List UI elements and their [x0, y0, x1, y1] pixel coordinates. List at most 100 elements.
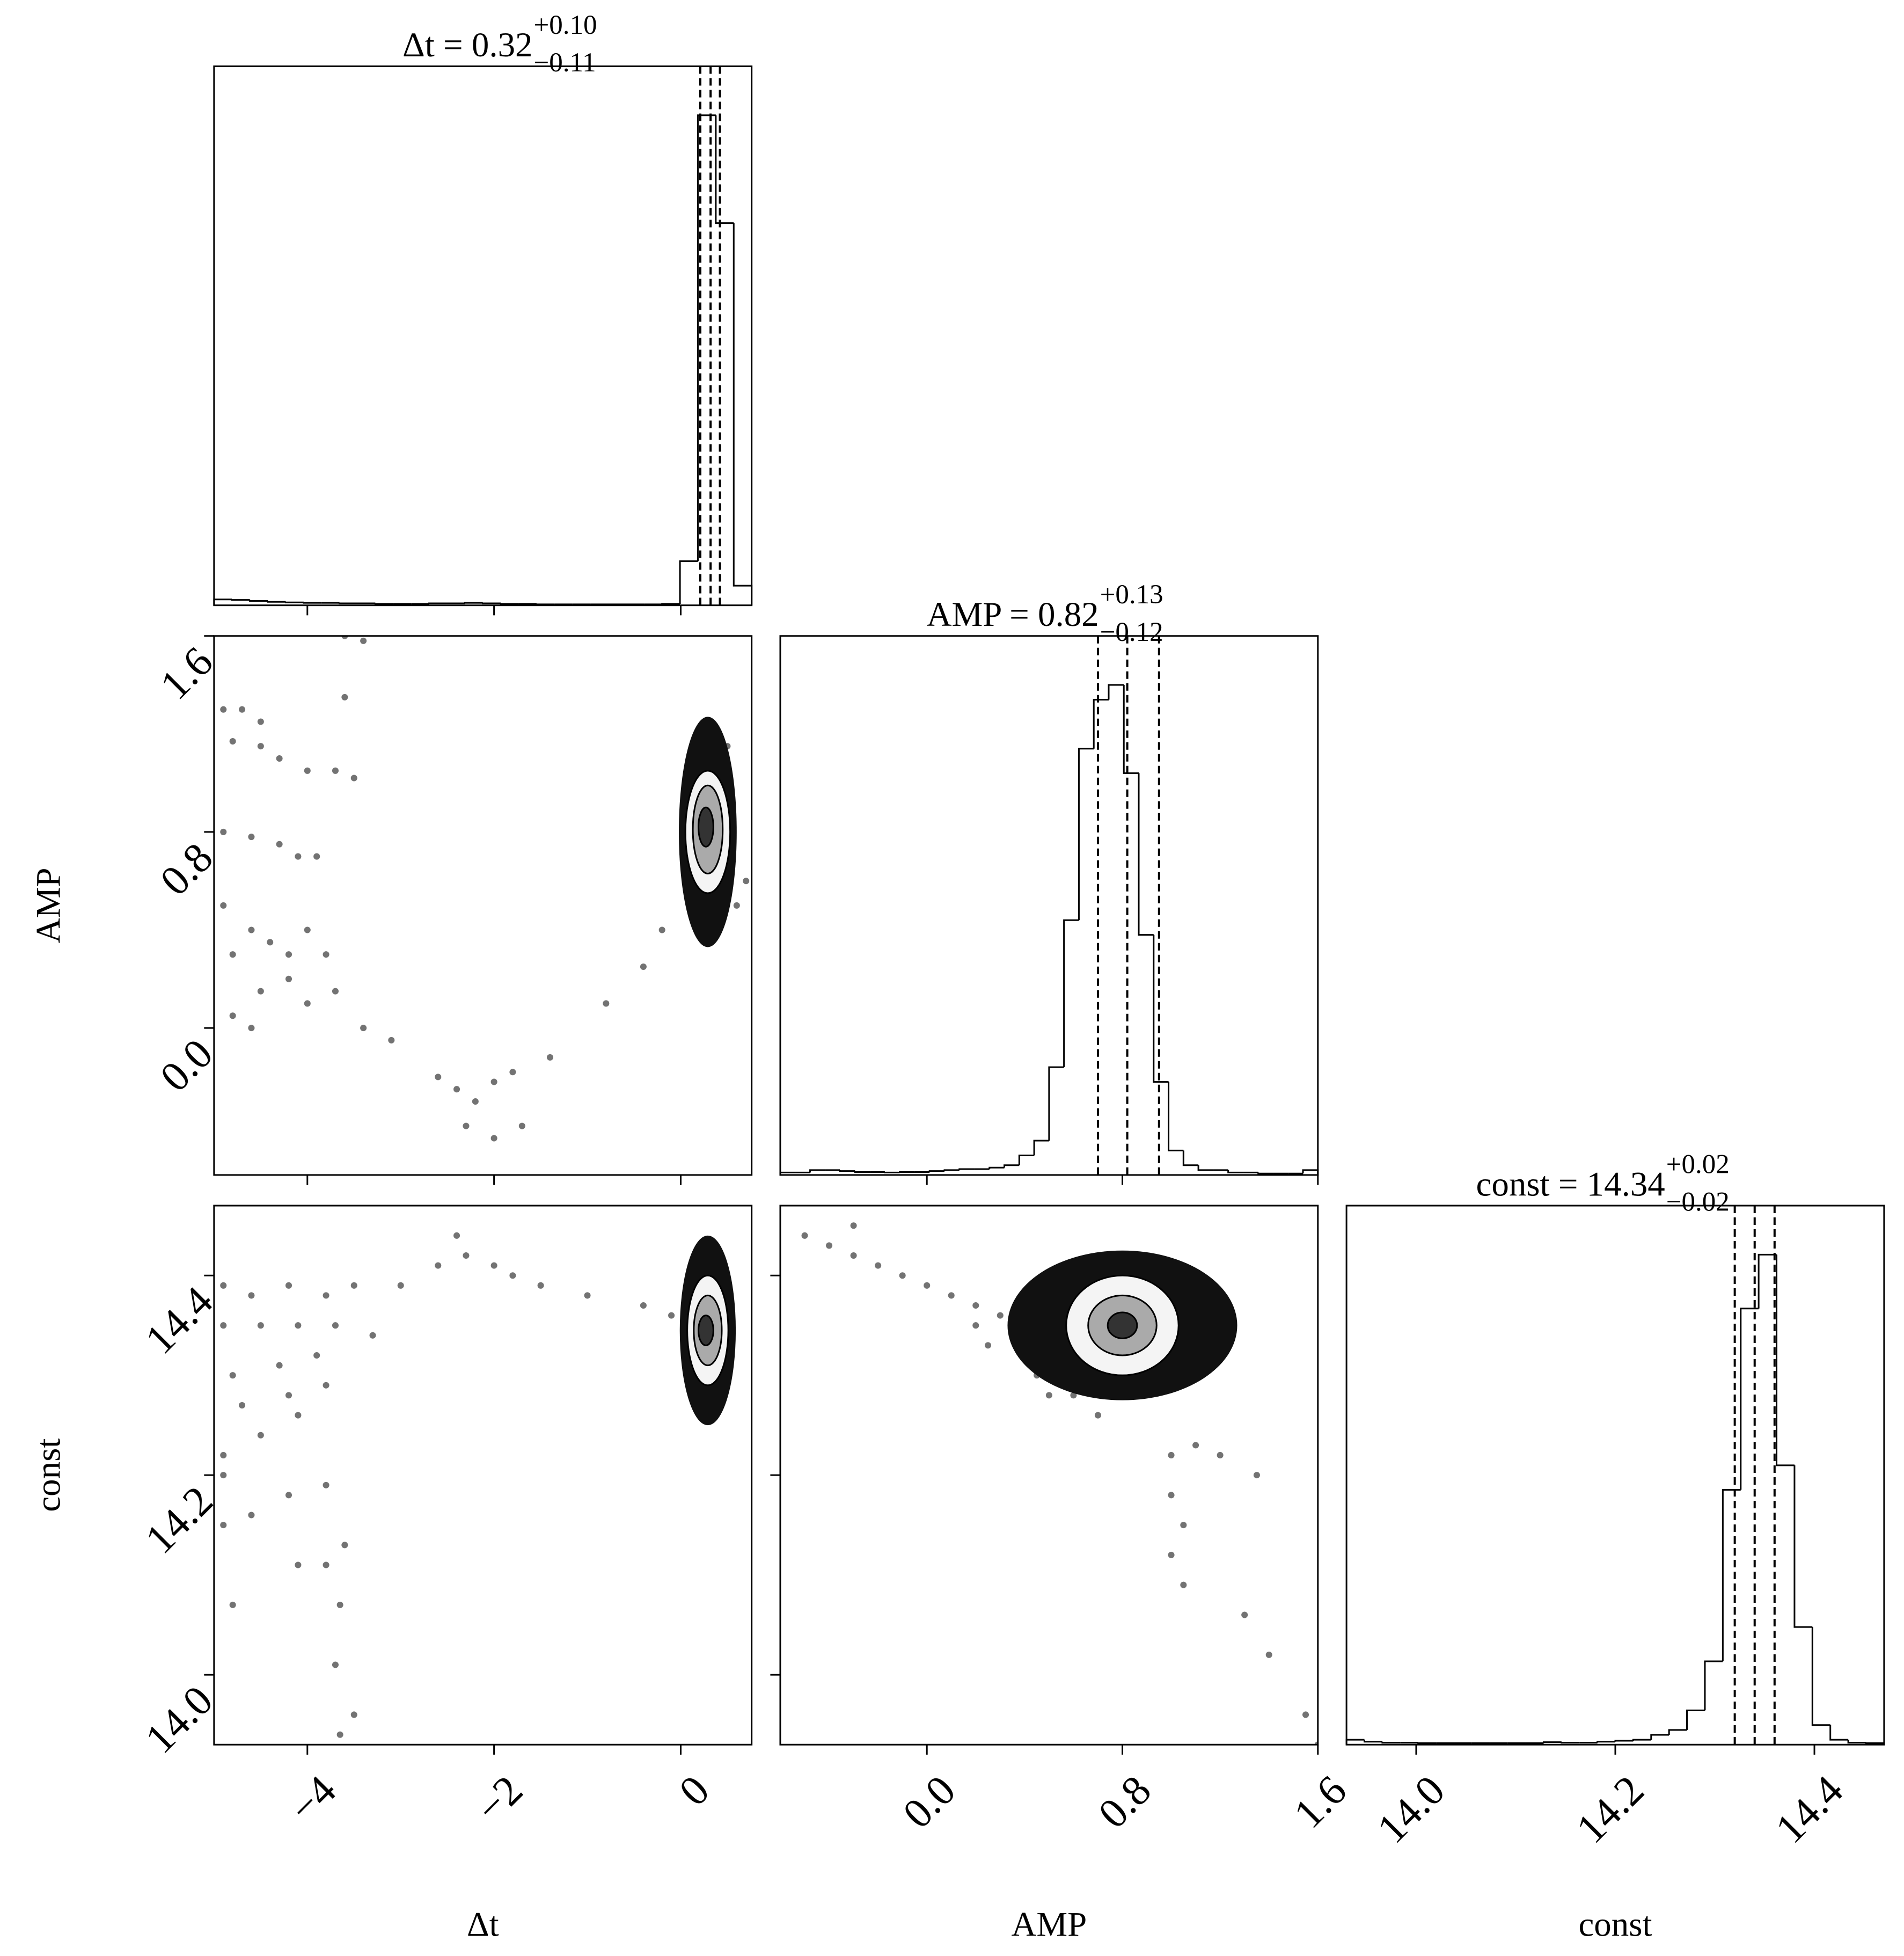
sample-point	[285, 1282, 292, 1289]
sample-point	[546, 1054, 554, 1061]
sample-point	[509, 1069, 516, 1076]
histogram-bin	[1757, 1253, 1777, 1309]
histogram-bin	[854, 1171, 870, 1173]
sample-point	[304, 926, 311, 933]
histogram-bin	[1093, 698, 1109, 749]
sample-point	[463, 1122, 470, 1129]
sample-point	[472, 1098, 479, 1105]
sample-point	[1302, 1711, 1309, 1718]
histogram-bin	[1740, 1308, 1759, 1490]
sample-point	[518, 1122, 525, 1129]
sample-point	[490, 1078, 497, 1085]
panel-title-lower: −0.02	[1666, 1187, 1730, 1217]
sample-point	[220, 1322, 227, 1329]
sample-point	[336, 1731, 343, 1738]
sample-point	[304, 767, 311, 774]
sample-point	[453, 1086, 460, 1093]
sample-point	[229, 738, 236, 745]
sample-point	[276, 755, 283, 762]
sample-point	[304, 1000, 311, 1007]
sample-point	[229, 1372, 236, 1379]
sample-point	[360, 637, 367, 644]
sample-point	[220, 902, 227, 909]
histogram-bin	[1033, 1140, 1049, 1156]
sample-point	[248, 1292, 255, 1299]
y-tick-label: 14.0	[136, 1677, 222, 1762]
sample-point	[285, 1392, 292, 1399]
sample-point	[435, 1074, 442, 1081]
histogram-bin	[1811, 1627, 1830, 1726]
panel-frame	[213, 65, 753, 607]
sample-point	[248, 834, 255, 841]
y-tick-label: 14.4	[136, 1278, 222, 1363]
sample-point	[313, 1352, 320, 1359]
histogram-bin	[1650, 1734, 1669, 1740]
panel-title-upper: +0.10	[534, 10, 597, 40]
sample-point	[369, 1332, 376, 1339]
histogram-bin	[1018, 1154, 1035, 1165]
histogram-bin	[715, 115, 734, 224]
histogram-bin	[679, 560, 698, 604]
sample-point	[229, 951, 236, 958]
sample-point	[257, 1432, 264, 1439]
panel-content	[220, 636, 750, 1142]
panel-title: const = 14.34	[1476, 1165, 1665, 1203]
sample-point	[584, 1292, 591, 1299]
sample-point	[1168, 1492, 1175, 1499]
sample-point	[350, 1282, 357, 1289]
panel-frame	[213, 1205, 753, 1746]
x-tick-label: 0.0	[894, 1767, 964, 1837]
sample-point	[1192, 1442, 1199, 1449]
panel-title: AMP = 0.82	[927, 595, 1099, 634]
sample-point	[220, 1522, 227, 1529]
sample-point	[248, 1512, 255, 1519]
sample-point	[285, 975, 292, 982]
sample-point	[323, 1292, 329, 1299]
sample-point	[1168, 1451, 1175, 1458]
sample-point	[220, 1451, 227, 1458]
sample-point	[899, 1272, 906, 1279]
histogram-bin	[1108, 684, 1124, 700]
sample-point	[220, 828, 227, 835]
sample-point	[850, 1252, 857, 1259]
sample-point	[743, 878, 750, 885]
sample-point	[997, 1312, 1004, 1319]
sample-point	[341, 636, 348, 639]
histogram-bin	[374, 603, 393, 605]
sample-point	[1180, 1522, 1187, 1529]
x-tick-label: 0.8	[1090, 1767, 1160, 1837]
histogram-bin	[839, 1170, 855, 1172]
histogram-bin	[1182, 1150, 1199, 1166]
sample-point	[285, 951, 292, 958]
histogram-bin	[1004, 1164, 1020, 1168]
sample-point	[336, 1601, 343, 1608]
panel-title-lower: −0.11	[534, 48, 596, 78]
sample-point	[658, 926, 665, 933]
sample-point	[537, 1282, 544, 1289]
sample-point	[229, 1012, 236, 1019]
histogram-bin	[1063, 919, 1079, 1068]
sample-point	[1070, 1392, 1077, 1399]
sample-point	[453, 1232, 460, 1239]
sample-point	[850, 1222, 857, 1229]
sample-point	[220, 1282, 227, 1289]
histogram-bin	[928, 1170, 944, 1172]
sample-point	[332, 767, 339, 774]
panel-title-upper: +0.02	[1666, 1149, 1730, 1179]
sample-point	[295, 853, 302, 860]
histogram-bin	[1048, 1066, 1064, 1141]
x-tick-label: 14.2	[1568, 1767, 1653, 1852]
x-axis-label: Δt	[467, 1906, 499, 1944]
panel-title-lower: −0.12	[1100, 617, 1163, 647]
histogram-bin	[1153, 935, 1169, 1083]
y-tick-label: 0.8	[151, 834, 222, 904]
histogram-bin	[1197, 1165, 1213, 1171]
histogram-bin	[267, 601, 286, 603]
sample-point	[1168, 1551, 1175, 1558]
sample-point	[668, 1312, 675, 1319]
sample-point	[332, 988, 339, 995]
sample-point	[397, 1282, 404, 1289]
sample-point	[220, 1472, 227, 1479]
sample-point	[285, 1492, 292, 1499]
